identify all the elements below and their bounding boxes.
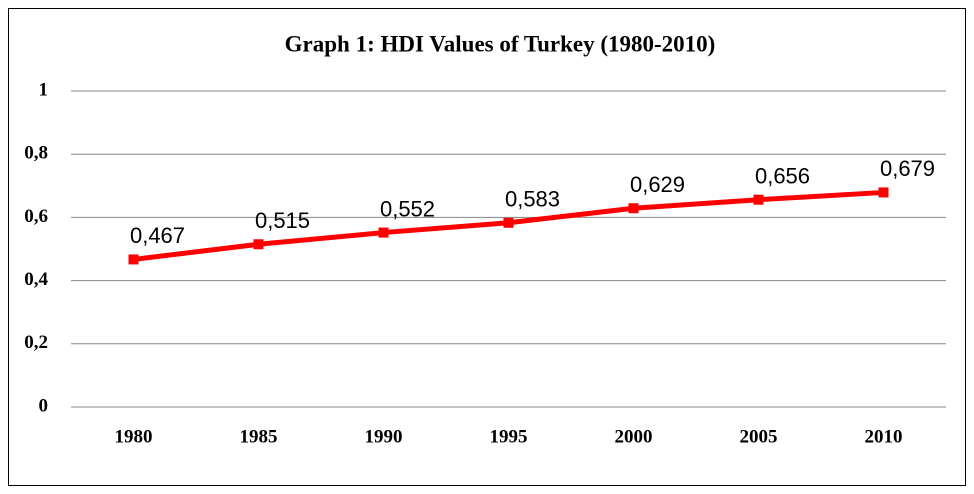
x-tick-label: 1995 — [490, 426, 528, 447]
marker — [128, 254, 139, 265]
marker — [753, 194, 764, 205]
x-tick-label: 2005 — [740, 426, 778, 447]
chart-title: Graph 1: HDI Values of Turkey (1980-2010… — [285, 31, 716, 56]
y-tick-label: 0 — [39, 395, 49, 416]
data-label: 0,515 — [255, 208, 310, 233]
y-tick-label: 1 — [39, 79, 49, 100]
x-tick-label: 1980 — [115, 426, 153, 447]
y-tick-label: 0,4 — [24, 269, 48, 290]
y-tick-label: 0,2 — [24, 332, 48, 353]
data-label: 0,552 — [380, 196, 435, 221]
marker — [503, 217, 514, 228]
data-label: 0,656 — [755, 164, 810, 189]
marker — [628, 203, 639, 214]
data-label: 0,467 — [130, 223, 185, 248]
marker — [253, 239, 264, 250]
x-tick-label: 1990 — [365, 426, 403, 447]
x-tick-label: 1985 — [240, 426, 278, 447]
data-label: 0,629 — [630, 172, 685, 197]
y-tick-label: 0,6 — [24, 206, 48, 227]
marker — [878, 187, 889, 198]
data-label: 0,679 — [880, 156, 935, 181]
chart-border — [8, 8, 966, 486]
data-label: 0,583 — [505, 187, 560, 212]
y-tick-label: 0,8 — [24, 143, 48, 164]
x-tick-label: 2010 — [865, 426, 903, 447]
x-tick-label: 2000 — [615, 426, 653, 447]
marker — [378, 227, 389, 238]
